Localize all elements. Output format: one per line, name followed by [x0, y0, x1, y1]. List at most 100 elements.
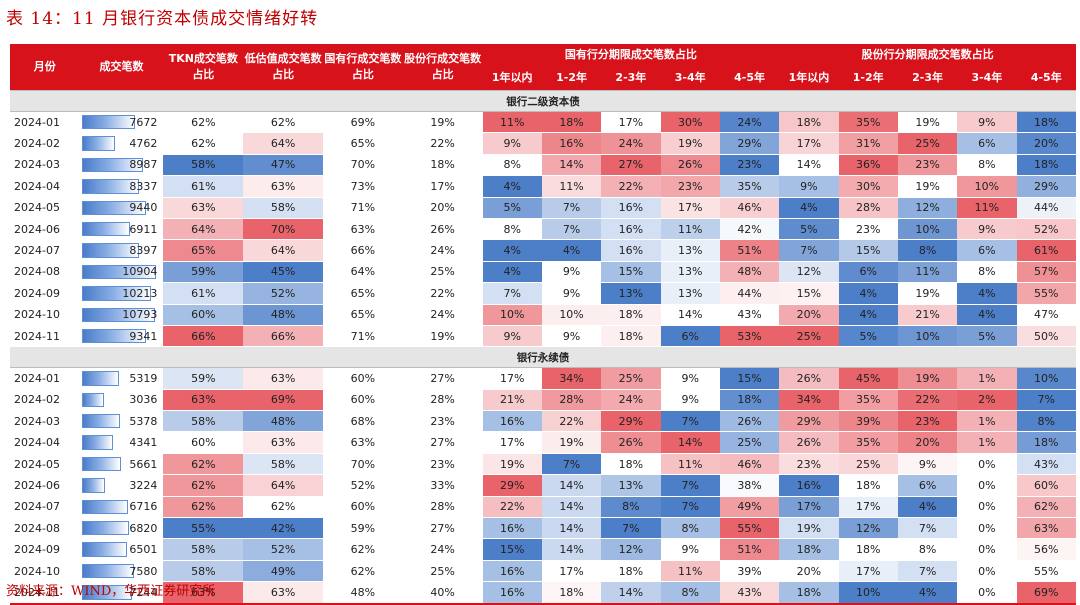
pct-cell: 70% — [243, 217, 323, 241]
pct-cell: 9% — [897, 452, 958, 476]
pct-cell: 21% — [897, 303, 958, 326]
pct-cell: 15% — [719, 367, 780, 390]
count-bar — [81, 328, 146, 344]
col-header-count: 成交笔数 — [79, 44, 164, 91]
pct-cell: 28% — [402, 388, 483, 412]
pct-cell: 62% — [322, 538, 403, 561]
pct-cell: 20% — [402, 196, 483, 219]
pct-cell: 62% — [322, 559, 403, 583]
pct-cell: 10% — [1016, 367, 1076, 390]
period-header: 4-5年 — [719, 66, 780, 91]
pct-cell: 17% — [838, 559, 898, 583]
pct-cell: 5% — [957, 324, 1017, 348]
month-cell: 2024-07 — [10, 239, 80, 262]
pct-cell: 9% — [660, 538, 720, 561]
pct-cell: 45% — [243, 260, 323, 284]
pct-cell: 14% — [541, 495, 602, 519]
pct-cell: 26% — [660, 153, 720, 177]
table-row: 2024-11 7244 63% 63% 48% 40% 16% 18% 14% 8% 43% 18%… — [10, 581, 1076, 605]
pct-cell: 9% — [482, 132, 542, 155]
pct-cell: 25% — [897, 132, 958, 155]
pct-cell: 7% — [541, 196, 602, 219]
pct-cell: 39% — [838, 410, 898, 433]
pct-cell: 5% — [779, 217, 839, 241]
pct-cell: 27% — [601, 153, 661, 177]
pct-cell: 20% — [779, 559, 839, 583]
section-label: 银行二级资本债 — [10, 90, 1076, 112]
pct-cell: 12% — [601, 538, 661, 561]
pct-cell: 16% — [482, 517, 542, 540]
count-cell: 8337 — [79, 175, 164, 198]
pct-cell: 1% — [957, 431, 1017, 454]
pct-cell: 24% — [402, 303, 483, 326]
group-header-state-bank-tenor: 国有行分期限成交笔数占比 — [482, 44, 780, 66]
pct-cell: 15% — [601, 260, 661, 284]
count-value: 3224 — [129, 478, 158, 492]
count-cell: 5319 — [79, 367, 164, 390]
pct-cell: 35% — [838, 431, 898, 454]
pct-cell: 19% — [897, 282, 958, 305]
pct-cell: 48% — [322, 581, 403, 605]
pct-cell: 29% — [1016, 175, 1076, 198]
pct-cell: 38% — [719, 474, 780, 497]
pct-cell: 4% — [482, 239, 542, 262]
pct-cell: 4% — [779, 196, 839, 219]
pct-cell: 47% — [243, 153, 323, 177]
table-row: 2024-11 9341 66% 66% 71% 19% 9% 9% 18% 6% 53% 25% 5%… — [10, 324, 1076, 348]
count-cell: 5661 — [79, 452, 164, 476]
count-value: 10213 — [122, 286, 158, 300]
pct-cell: 45% — [838, 367, 898, 390]
count-cell: 9341 — [79, 324, 164, 348]
pct-cell: 35% — [719, 175, 780, 198]
month-cell: 2024-09 — [10, 282, 80, 305]
period-header: 2-3年 — [601, 66, 661, 91]
count-value: 9341 — [129, 329, 158, 343]
pct-cell: 28% — [541, 388, 602, 412]
pct-cell: 21% — [482, 388, 542, 412]
col-header-tkn: TKN成交笔数占比 — [163, 44, 244, 91]
pct-cell: 18% — [1016, 431, 1076, 454]
pct-cell: 18% — [1016, 153, 1076, 177]
pct-cell: 16% — [482, 581, 542, 605]
table-row: 2024-05 9440 63% 58% 71% 20% 5% 7% 16% 17% 46% 4% 28… — [10, 196, 1076, 219]
pct-cell: 4% — [838, 282, 898, 305]
month-cell: 2024-06 — [10, 217, 80, 241]
pct-cell: 35% — [838, 110, 898, 134]
pct-cell: 6% — [957, 239, 1017, 262]
pct-cell: 52% — [1016, 217, 1076, 241]
pct-cell: 10% — [541, 303, 602, 326]
table-row: 2024-01 5319 59% 63% 60% 27% 17% 34% 25% 9% 15% 26%… — [10, 367, 1076, 390]
count-bar — [81, 307, 155, 322]
pct-cell: 63% — [243, 581, 323, 605]
count-value: 10793 — [122, 308, 158, 322]
pct-cell: 63% — [322, 217, 403, 241]
pct-cell: 8% — [482, 217, 542, 241]
count-bar — [81, 221, 130, 237]
month-cell: 2024-04 — [10, 431, 80, 454]
count-cell: 6716 — [79, 495, 164, 519]
pct-cell: 59% — [163, 260, 244, 284]
pct-cell: 10% — [897, 324, 958, 348]
month-cell: 2024-11 — [10, 324, 80, 348]
pct-cell: 23% — [897, 153, 958, 177]
pct-cell: 14% — [541, 517, 602, 540]
pct-cell: 9% — [660, 388, 720, 412]
pct-cell: 11% — [541, 175, 602, 198]
pct-cell: 53% — [719, 324, 780, 348]
pct-cell: 64% — [243, 474, 323, 497]
count-value: 7244 — [129, 585, 158, 599]
table-row: 2024-02 3036 63% 69% 60% 28% 21% 28% 24% 9% 18% 34%… — [10, 388, 1076, 412]
pct-cell: 60% — [1016, 474, 1076, 497]
source-note: 资料来源：WIND，华西证券研究所 — [6, 584, 216, 599]
pct-cell: 7% — [897, 517, 958, 540]
pct-cell: 62% — [163, 495, 244, 519]
count-cell: 6911 — [79, 217, 164, 241]
pct-cell: 58% — [243, 196, 323, 219]
pct-cell: 22% — [402, 282, 483, 305]
pct-cell: 73% — [322, 175, 403, 198]
pct-cell: 71% — [322, 324, 403, 348]
pct-cell: 28% — [838, 196, 898, 219]
pct-cell: 7% — [897, 559, 958, 583]
table-body: 银行二级资本债 2024-01 7672 62% 62% 69% 19% 11% 18% 17% 3… — [10, 90, 1076, 605]
pct-cell: 8% — [660, 517, 720, 540]
